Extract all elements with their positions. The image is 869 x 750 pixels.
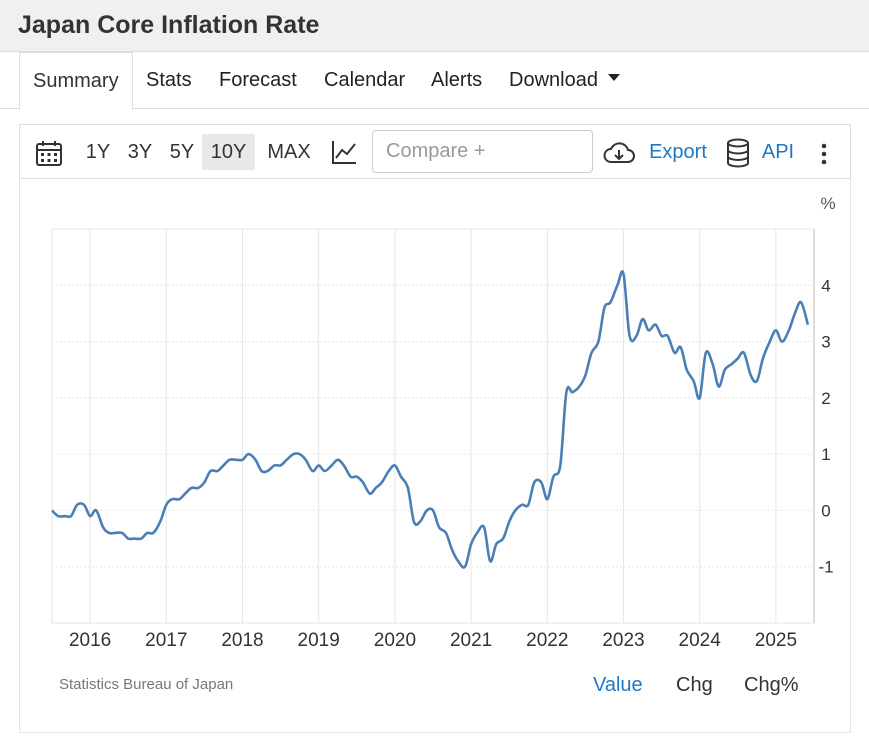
range-3y-button[interactable]: 3Y bbox=[127, 141, 153, 163]
x-tick-label: 2023 bbox=[602, 630, 644, 651]
tab-summary[interactable]: Summary bbox=[19, 52, 133, 110]
y-tick-label: 2 bbox=[821, 389, 830, 408]
calendar-icon[interactable] bbox=[35, 139, 63, 167]
cloud-download-icon[interactable] bbox=[602, 141, 636, 165]
chart-gridlines bbox=[51, 228, 815, 624]
x-tick-label: 2018 bbox=[221, 630, 263, 651]
x-tick-label: 2016 bbox=[69, 630, 111, 651]
y-axis-unit-label: % bbox=[820, 194, 835, 213]
compare-input[interactable] bbox=[372, 130, 593, 173]
mode-chgpct-button[interactable]: Chg% bbox=[744, 674, 799, 696]
tab-calendar[interactable]: Calendar bbox=[324, 69, 406, 91]
y-tick-label: -1 bbox=[818, 558, 833, 577]
y-tick-label: 4 bbox=[821, 276, 830, 295]
x-axis-ticks: 2016 2017 2018 2019 2020 2021 2022 2023 2024 2025 bbox=[69, 630, 797, 651]
x-tick-label: 2025 bbox=[755, 630, 797, 651]
tab-bar: Summary Stats Forecast Calendar Alerts D… bbox=[0, 52, 869, 110]
tab-alerts[interactable]: Alerts bbox=[431, 69, 483, 91]
y-axis-ticks: -1 0 1 2 3 4 bbox=[818, 276, 833, 576]
export-button[interactable]: Export bbox=[649, 141, 707, 163]
chart-type-icon[interactable] bbox=[331, 139, 357, 165]
tab-stats[interactable]: Stats bbox=[146, 69, 192, 91]
y-tick-label: 1 bbox=[821, 445, 830, 464]
tab-forecast[interactable]: Forecast bbox=[219, 69, 297, 91]
x-tick-label: 2021 bbox=[450, 630, 492, 651]
source-label: Statistics Bureau of Japan bbox=[59, 676, 234, 693]
x-tick-label: 2020 bbox=[374, 630, 416, 651]
series-line-0 bbox=[51, 270, 810, 569]
range-max-button[interactable]: MAX bbox=[267, 141, 311, 163]
chevron-down-icon bbox=[607, 74, 620, 82]
x-tick-label: 2019 bbox=[298, 630, 340, 651]
x-tick-label: 2017 bbox=[145, 630, 187, 651]
api-button[interactable]: API bbox=[761, 141, 795, 163]
mode-value-button[interactable]: Value bbox=[593, 674, 643, 696]
mode-chg-button[interactable]: Chg bbox=[676, 674, 713, 696]
chart-series bbox=[51, 270, 810, 569]
y-tick-label: 0 bbox=[821, 501, 830, 520]
x-tick-label: 2022 bbox=[526, 630, 568, 651]
title-bar: Japan Core Inflation Rate bbox=[0, 0, 869, 52]
database-icon[interactable] bbox=[726, 138, 750, 168]
tab-download[interactable]: Download bbox=[509, 52, 620, 109]
tab-download-label: Download bbox=[509, 69, 598, 91]
range-1y-button[interactable]: 1Y bbox=[85, 141, 111, 163]
x-tick-label: 2024 bbox=[679, 630, 722, 651]
range-5y-button[interactable]: 5Y bbox=[169, 141, 195, 163]
more-vertical-icon[interactable] bbox=[819, 142, 829, 166]
y-tick-label: 3 bbox=[821, 333, 830, 352]
range-10y-button[interactable]: 10Y bbox=[202, 134, 255, 170]
chart-panel bbox=[19, 178, 851, 733]
chart-toolbar: 1Y 3Y 5Y 10Y MAX Export API bbox=[19, 124, 851, 179]
page-title: Japan Core Inflation Rate bbox=[18, 11, 320, 39]
